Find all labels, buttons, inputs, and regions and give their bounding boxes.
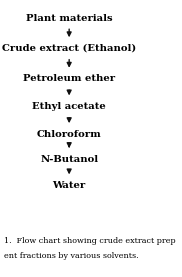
Text: Plant materials: Plant materials (26, 14, 112, 22)
Text: N-Butanol: N-Butanol (40, 155, 98, 164)
Text: Water: Water (53, 181, 86, 190)
Text: 1.  Flow chart showing crude extract prep: 1. Flow chart showing crude extract prep (4, 237, 175, 245)
Text: Crude extract (Ethanol): Crude extract (Ethanol) (2, 44, 136, 53)
Text: Chloroform: Chloroform (37, 130, 102, 139)
Text: Petroleum ether: Petroleum ether (23, 75, 115, 83)
Text: ent fractions by various solvents.: ent fractions by various solvents. (4, 252, 138, 260)
Text: Ethyl acetate: Ethyl acetate (32, 102, 106, 111)
